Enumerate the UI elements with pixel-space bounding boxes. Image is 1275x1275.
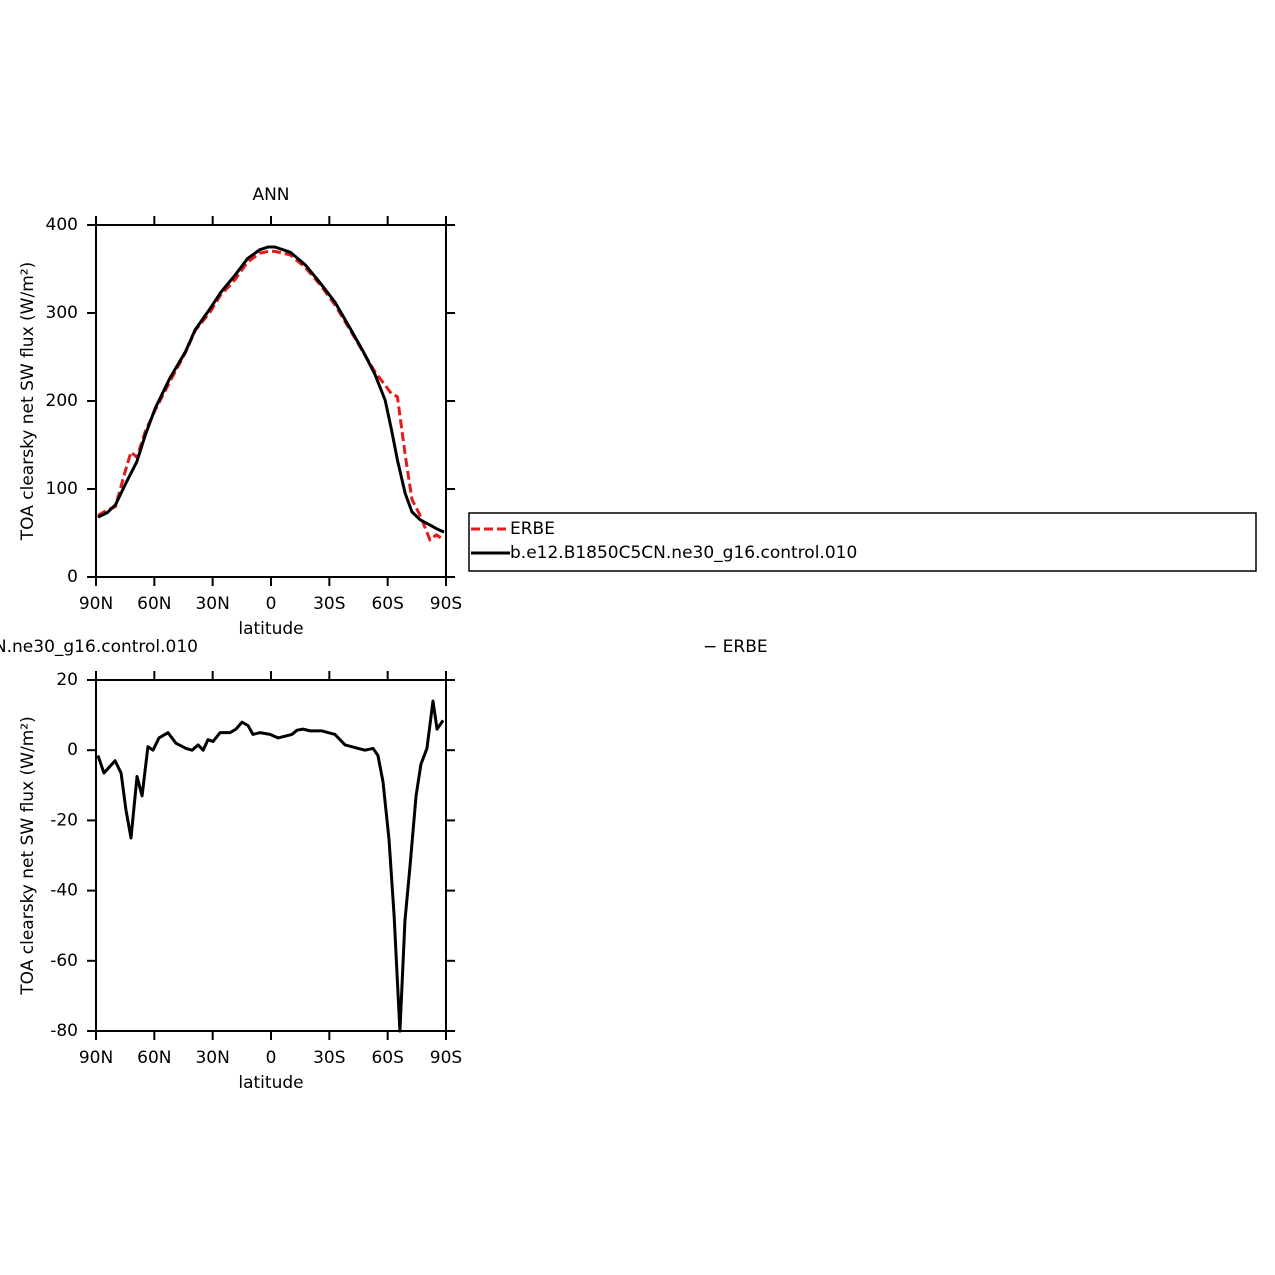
x-tick-label: 90S — [430, 594, 462, 614]
x-axis-label: latitude — [238, 1073, 303, 1093]
y-axis-label: TOA clearsky net SW flux (W/m²) — [18, 262, 38, 541]
x-tick-label: 90N — [79, 594, 113, 614]
y-tick-label: 0 — [67, 567, 78, 587]
x-tick-label: 60S — [371, 1048, 403, 1068]
x-tick-label: 30S — [313, 1048, 345, 1068]
data-line — [97, 249, 445, 542]
y-axis-label: TOA clearsky net SW flux (W/m²) — [18, 716, 38, 995]
legend-label: ERBE — [510, 519, 555, 539]
chart-title-right: − ERBE — [703, 637, 768, 657]
data-line — [96, 699, 445, 1033]
y-tick-label: 20 — [56, 670, 78, 690]
plot-frame — [95, 679, 447, 1032]
x-tick-label: 0 — [266, 1048, 277, 1068]
x-tick-label: 60N — [137, 594, 171, 614]
x-tick-label: 90N — [79, 1048, 113, 1068]
x-tick-label: 0 — [266, 594, 277, 614]
y-tick-label: -80 — [50, 1021, 78, 1041]
y-tick-label: 200 — [46, 391, 78, 411]
y-tick-label: 400 — [46, 215, 78, 235]
y-tick-label: -40 — [50, 881, 78, 901]
data-line — [97, 245, 445, 534]
x-tick-label: 30N — [195, 1048, 229, 1068]
chart-title: ANN — [252, 185, 289, 205]
chart-title: b.e12.B1850C5CN.ne30_g16.control.010 — [0, 637, 198, 657]
x-axis-label: latitude — [238, 619, 303, 639]
y-tick-label: -20 — [50, 810, 78, 830]
plot-frame — [95, 224, 447, 578]
x-tick-label: 90S — [430, 1048, 462, 1068]
x-tick-label: 30N — [195, 594, 229, 614]
y-tick-label: 300 — [46, 303, 78, 323]
y-tick-label: -60 — [50, 951, 78, 971]
x-tick-label: 30S — [313, 594, 345, 614]
y-tick-label: 0 — [67, 740, 78, 760]
x-tick-label: 60S — [371, 594, 403, 614]
y-tick-label: 100 — [46, 479, 78, 499]
legend-label: b.e12.B1850C5CN.ne30_g16.control.010 — [510, 543, 857, 563]
legend-box — [468, 512, 1257, 572]
x-tick-label: 60N — [137, 1048, 171, 1068]
